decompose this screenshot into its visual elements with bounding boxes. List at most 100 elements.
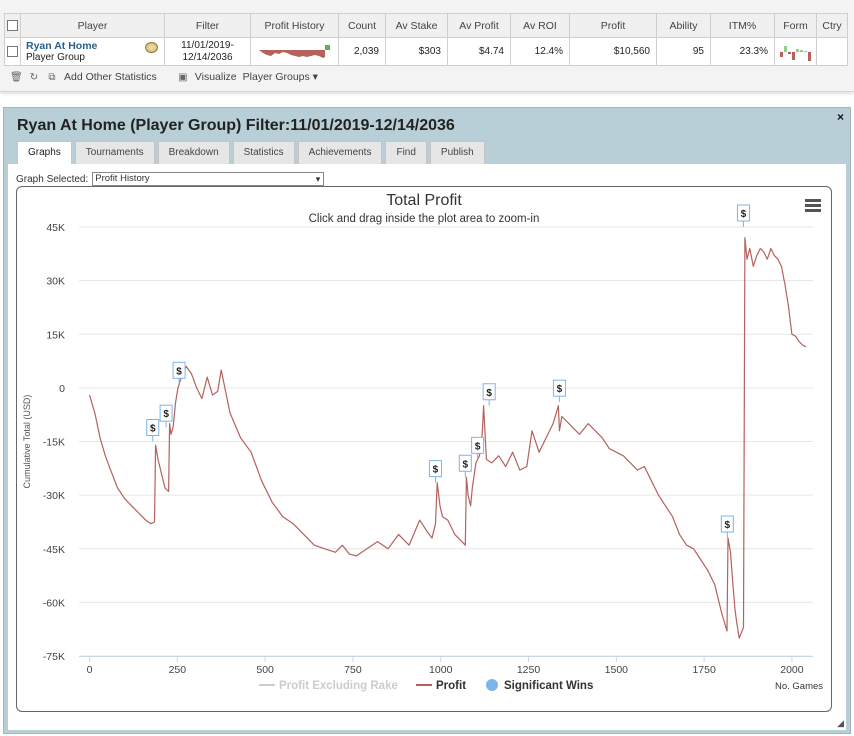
x-tick-label: 0	[87, 664, 93, 676]
tab-achievements[interactable]: Achievements	[297, 141, 383, 164]
col-av-stake[interactable]: Av Stake	[385, 13, 448, 38]
trash-icon[interactable]: 🗑︎	[10, 71, 23, 83]
profit-series-line[interactable]	[88, 237, 807, 639]
player-groups-dropdown[interactable]: Player Groups ▾	[242, 71, 318, 83]
y-tick-label: -75K	[43, 651, 65, 663]
y-tick-label: -45K	[43, 544, 65, 556]
tab-find[interactable]: Find	[385, 141, 427, 164]
significant-win-label: $	[163, 409, 169, 420]
legend-symbol-significant-wins[interactable]	[486, 679, 498, 691]
x-tick-label: 250	[169, 664, 187, 676]
player-panel: Ryan At Home (Player Group) Filter:11/01…	[3, 107, 851, 734]
select-all-checkbox[interactable]	[7, 20, 18, 32]
col-form[interactable]: Form	[774, 13, 817, 38]
significant-win-label: $	[150, 424, 156, 435]
x-tick-label: 500	[256, 664, 274, 676]
graph-select-row: Graph Selected: Profit History ▾	[16, 172, 325, 186]
significant-win-label: $	[176, 366, 182, 377]
col-ability[interactable]: Ability	[656, 13, 711, 38]
stats-table-area: Player Filter Profit History Count Av St…	[0, 0, 854, 92]
x-axis-label: No. Games	[775, 681, 823, 692]
visualize-icon[interactable]: ▣	[178, 71, 188, 83]
y-tick-label: -30K	[43, 490, 65, 502]
significant-win-label: $	[741, 209, 747, 220]
graphs-tab-content: Graph Selected: Profit History ▾ 45K 30K 1…	[8, 164, 846, 730]
stats-table: Player Filter Profit History Count Av St…	[4, 13, 848, 66]
form-cell	[774, 37, 817, 66]
x-tick-label: 2000	[780, 664, 804, 676]
av-profit-cell: $4.74	[447, 37, 511, 66]
form-sparkline	[777, 45, 814, 61]
stats-toolbar: 🗑︎ ↻ ⧉ Add Other Statistics ▣ Visualize …	[10, 70, 318, 84]
tab-statistics[interactable]: Statistics	[232, 141, 295, 164]
y-tick-label: -60K	[43, 597, 65, 609]
y-tick-label: 30K	[46, 276, 65, 288]
significant-win-label: $	[433, 465, 439, 476]
significant-win-flag[interactable]	[552, 379, 566, 397]
significant-win-label: $	[463, 459, 469, 470]
ctry-cell	[816, 37, 848, 66]
col-ctry[interactable]: Ctry	[816, 13, 848, 38]
profit-history-cell[interactable]	[250, 37, 339, 66]
col-profit[interactable]: Profit	[569, 13, 657, 38]
y-tick-label: 0	[59, 383, 65, 395]
row-checkbox[interactable]	[7, 45, 18, 57]
col-profit-history[interactable]: Profit History	[250, 13, 339, 38]
table-row[interactable]: Ryan At Home Player Group 11/01/2019- 12…	[4, 37, 848, 66]
count-cell: 2,039	[338, 37, 386, 66]
ability-cell: 95	[656, 37, 711, 66]
chart-container[interactable]: 45K 30K 15K 0 -15K -30K -45K -60K -75K 0 250 500 750…	[16, 186, 832, 712]
col-count[interactable]: Count	[338, 13, 386, 38]
tab-tournaments[interactable]: Tournaments	[74, 141, 155, 164]
select-all-cell[interactable]	[4, 13, 21, 38]
significant-win-label: $	[475, 441, 481, 452]
panel-title: Ryan At Home (Player Group) Filter:11/01…	[17, 117, 455, 134]
player-name-link[interactable]: Ryan At Home	[26, 40, 98, 52]
legend-label-significant-wins: Significant Wins	[504, 680, 593, 692]
profit-history-sparkline[interactable]	[257, 44, 333, 60]
y-tick-label: -15K	[43, 437, 65, 449]
x-tick-label: 750	[344, 664, 362, 676]
legend-label-rake: Profit Excluding Rake	[279, 680, 398, 692]
add-other-statistics-link[interactable]: Add Other Statistics	[64, 71, 157, 83]
chevron-down-icon: ▾	[315, 174, 321, 184]
profit-cell: $10,560	[569, 37, 657, 66]
player-group-icon[interactable]	[145, 42, 158, 53]
graph-select-value: Profit History	[95, 173, 150, 184]
total-profit-chart[interactable]: 45K 30K 15K 0 -15K -30K -45K -60K -75K 0 250 500 750…	[17, 187, 833, 713]
col-itm[interactable]: ITM%	[710, 13, 775, 38]
significant-win-flag[interactable]	[172, 361, 186, 379]
hamburger-menu-icon[interactable]	[805, 199, 821, 212]
close-icon[interactable]: ×	[836, 110, 844, 124]
legend-label-profit: Profit	[436, 680, 466, 692]
y-axis-label: Cumulative Total (USD)	[22, 395, 32, 489]
y-tick-label: 45K	[46, 222, 65, 234]
graph-select-dropdown[interactable]: Profit History ▾	[92, 172, 325, 186]
col-av-profit[interactable]: Av Profit	[447, 13, 511, 38]
tab-breakdown[interactable]: Breakdown	[157, 141, 230, 164]
visualize-link[interactable]: Visualize	[194, 71, 237, 83]
col-av-roi[interactable]: Av ROI	[510, 13, 570, 38]
x-tick-label: 1000	[429, 664, 453, 676]
player-type: Player Group	[26, 52, 85, 63]
resize-handle-icon[interactable]: ◢	[837, 718, 844, 728]
tab-graphs[interactable]: Graphs	[17, 141, 72, 165]
x-tick-label: 1750	[692, 664, 716, 676]
significant-win-label: $	[557, 384, 563, 395]
itm-cell: 23.3%	[710, 37, 775, 66]
row-checkbox-cell[interactable]	[4, 37, 21, 66]
filter-line2: 12/14/2036	[182, 51, 233, 63]
player-cell[interactable]: Ryan At Home Player Group	[20, 37, 165, 66]
y-tick-label: 15K	[46, 329, 65, 341]
col-player[interactable]: Player	[20, 13, 165, 38]
significant-win-label: $	[486, 388, 492, 399]
x-tick-label: 1250	[517, 664, 541, 676]
av-stake-cell: $303	[385, 37, 448, 66]
refresh-icon[interactable]: ↻	[29, 71, 39, 83]
panel-tabs: Graphs Tournaments Breakdown Statistics …	[17, 141, 485, 165]
tab-publish[interactable]: Publish	[429, 141, 485, 164]
stats-header-row: Player Filter Profit History Count Av St…	[4, 13, 848, 38]
av-roi-cell: 12.4%	[510, 37, 570, 66]
col-filter[interactable]: Filter	[164, 13, 251, 38]
add-stats-icon[interactable]: ⧉	[48, 71, 56, 83]
